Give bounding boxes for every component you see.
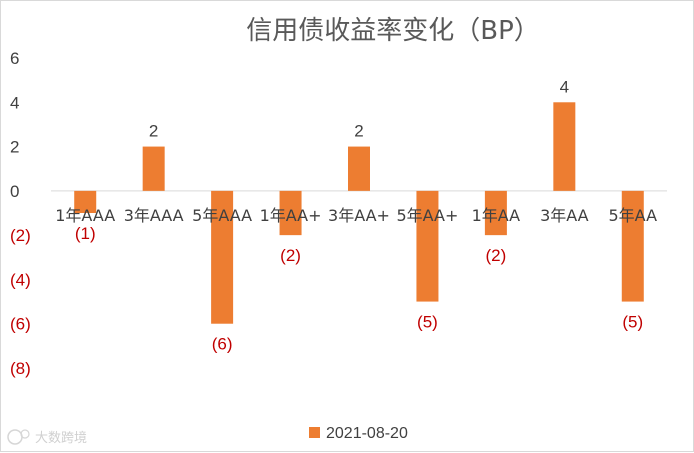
x-tick-label: 1年AAA bbox=[55, 206, 115, 225]
bar-series bbox=[74, 102, 644, 324]
watermark-text: 大数跨境 bbox=[35, 431, 87, 446]
bar bbox=[279, 190, 302, 236]
data-label: (5) bbox=[622, 313, 643, 332]
bar bbox=[142, 146, 165, 191]
y-tick-label: (6) bbox=[10, 315, 31, 334]
y-tick-label: (8) bbox=[10, 359, 31, 378]
bar bbox=[74, 190, 97, 213]
y-tick-label: 4 bbox=[10, 93, 19, 112]
y-tick-label: 2 bbox=[10, 138, 19, 157]
y-tick-label: (4) bbox=[10, 270, 31, 289]
bar bbox=[211, 190, 234, 324]
data-label: 4 bbox=[560, 77, 569, 96]
data-label: 2 bbox=[149, 122, 158, 141]
data-label: (1) bbox=[75, 224, 96, 243]
bar bbox=[621, 190, 644, 302]
legend-label: 2021-08-20 bbox=[326, 425, 408, 442]
y-tick-label: 0 bbox=[10, 182, 19, 201]
bar bbox=[416, 190, 439, 302]
x-tick-label: 1年AA+ bbox=[260, 206, 322, 225]
x-tick-label: 5年AAA bbox=[192, 206, 252, 225]
data-labels: (1) 2 (6) (2) 2 (5) (2) 4 (5) bbox=[75, 77, 643, 353]
legend: 2021-08-20 bbox=[309, 425, 408, 442]
bar bbox=[553, 102, 576, 191]
chart-title: 信用债收益率变化（BP） bbox=[246, 16, 540, 46]
data-label: (2) bbox=[280, 246, 301, 265]
cfc-logo-icon bbox=[7, 429, 30, 445]
y-tick-label: (2) bbox=[10, 226, 31, 245]
bar bbox=[484, 190, 507, 236]
y-tick-label: 6 bbox=[10, 49, 19, 68]
x-tick-label: 3年AAA bbox=[124, 206, 184, 225]
x-tick-label: 3年AA bbox=[540, 206, 589, 225]
watermark: 大数跨境 bbox=[7, 429, 87, 446]
x-axis-labels: 1年AAA 3年AAA 5年AAA 1年AA+ 3年AA+ 5年AA+ 1年AA 3年AA 5年… bbox=[55, 206, 657, 225]
x-tick-label: 5年AA+ bbox=[396, 206, 458, 225]
x-tick-label: 3年AA+ bbox=[328, 206, 390, 225]
legend-swatch bbox=[309, 427, 320, 438]
data-label: (5) bbox=[417, 313, 438, 332]
data-label: (2) bbox=[485, 246, 506, 265]
x-tick-label: 5年AA bbox=[609, 206, 658, 225]
x-tick-label: 1年AA bbox=[472, 206, 521, 225]
data-label: 2 bbox=[354, 122, 363, 141]
data-label: (6) bbox=[212, 335, 233, 354]
bar bbox=[348, 146, 370, 191]
